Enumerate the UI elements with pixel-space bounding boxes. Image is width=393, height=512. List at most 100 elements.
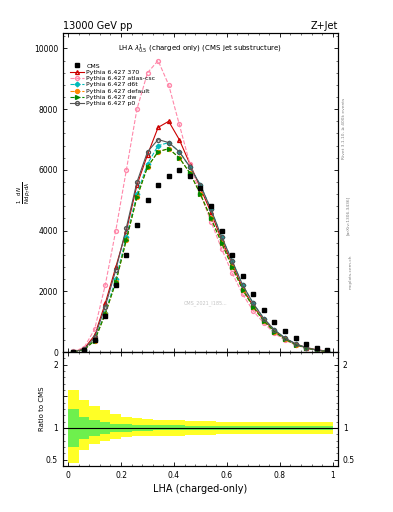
Pythia 6.427 dw [251, 304, 256, 310]
Line: Pythia 6.427 p0: Pythia 6.427 p0 [72, 138, 329, 354]
Pythia 6.427 370 [304, 345, 309, 351]
Pythia 6.427 370 [219, 237, 224, 243]
Pythia 6.427 d6t [166, 139, 171, 145]
Pythia 6.427 370 [103, 301, 108, 307]
Line: Pythia 6.427 atlas-csc: Pythia 6.427 atlas-csc [72, 59, 329, 353]
Pythia 6.427 p0 [124, 225, 129, 231]
Pythia 6.427 d6t [198, 182, 203, 188]
Pythia 6.427 370 [230, 261, 235, 267]
Pythia 6.427 atlas-csc [198, 191, 203, 197]
Pythia 6.427 default [272, 329, 277, 335]
Pythia 6.427 default [314, 347, 319, 353]
Pythia 6.427 d6t [134, 191, 139, 197]
Pythia 6.427 d6t [262, 315, 266, 322]
Pythia 6.427 d6t [325, 348, 330, 354]
Pythia 6.427 dw [198, 191, 203, 197]
Pythia 6.427 dw [283, 336, 287, 343]
Pythia 6.427 370 [293, 341, 298, 347]
X-axis label: LHA (charged-only): LHA (charged-only) [153, 484, 248, 494]
Pythia 6.427 d6t [82, 347, 86, 353]
Text: 13000 GeV pp: 13000 GeV pp [63, 21, 132, 31]
Pythia 6.427 atlas-csc [293, 342, 298, 348]
Pythia 6.427 dw [187, 170, 192, 176]
Pythia 6.427 default [241, 287, 245, 293]
Line: Pythia 6.427 d6t: Pythia 6.427 d6t [72, 141, 329, 353]
Pythia 6.427 370 [134, 182, 139, 188]
Text: mcplots.cern.ch: mcplots.cern.ch [349, 254, 353, 289]
Pythia 6.427 default [187, 170, 192, 176]
Pythia 6.427 p0 [314, 347, 319, 353]
Pythia 6.427 default [251, 304, 256, 310]
Pythia 6.427 default [230, 264, 235, 270]
Y-axis label: $\frac{1}{\mathrm{N}} \frac{\mathrm{d}N}{\mathrm{d}p_T \mathrm{d}\lambda}$: $\frac{1}{\mathrm{N}} \frac{\mathrm{d}N}… [15, 181, 32, 204]
Line: Pythia 6.427 default: Pythia 6.427 default [72, 147, 329, 354]
Pythia 6.427 dw [156, 148, 160, 155]
Pythia 6.427 370 [262, 317, 266, 323]
Pythia 6.427 p0 [92, 334, 97, 340]
Pythia 6.427 atlas-csc [283, 337, 287, 344]
Pythia 6.427 atlas-csc [71, 348, 76, 354]
Pythia 6.427 370 [92, 332, 97, 338]
Line: Pythia 6.427 370: Pythia 6.427 370 [72, 119, 329, 354]
Pythia 6.427 370 [325, 348, 330, 354]
Pythia 6.427 370 [198, 185, 203, 191]
Pythia 6.427 default [325, 348, 330, 354]
Text: CMS_2021_I185...: CMS_2021_I185... [184, 300, 228, 306]
Pythia 6.427 atlas-csc [230, 270, 235, 276]
Pythia 6.427 default [124, 237, 129, 243]
Legend: CMS, Pythia 6.427 370, Pythia 6.427 atlas-csc, Pythia 6.427 d6t, Pythia 6.427 de: CMS, Pythia 6.427 370, Pythia 6.427 atla… [69, 62, 157, 108]
Pythia 6.427 default [293, 342, 298, 348]
Text: LHA $\lambda^1_{0.5}$ (charged only) (CMS jet substructure): LHA $\lambda^1_{0.5}$ (charged only) (CM… [118, 43, 283, 56]
Pythia 6.427 d6t [293, 341, 298, 347]
Pythia 6.427 default [209, 216, 213, 222]
Pythia 6.427 dw [124, 237, 129, 243]
Pythia 6.427 atlas-csc [145, 70, 150, 76]
Pythia 6.427 d6t [251, 301, 256, 307]
Pythia 6.427 dw [209, 216, 213, 222]
Pythia 6.427 atlas-csc [177, 121, 182, 127]
Pythia 6.427 atlas-csc [304, 346, 309, 352]
Pythia 6.427 p0 [283, 335, 287, 341]
Pythia 6.427 p0 [145, 148, 150, 155]
Pythia 6.427 dw [219, 240, 224, 246]
Pythia 6.427 370 [187, 161, 192, 167]
Pythia 6.427 default [304, 345, 309, 351]
Pythia 6.427 default [134, 194, 139, 200]
Pythia 6.427 370 [209, 209, 213, 216]
Text: Rivet 3.1.10, ≥ 400k events: Rivet 3.1.10, ≥ 400k events [342, 97, 346, 159]
Pythia 6.427 d6t [114, 276, 118, 282]
Pythia 6.427 p0 [71, 349, 76, 355]
Pythia 6.427 d6t [314, 347, 319, 353]
Pythia 6.427 d6t [230, 258, 235, 264]
Pythia 6.427 dw [325, 348, 330, 354]
Text: Z+Jet: Z+Jet [310, 21, 338, 31]
Pythia 6.427 default [262, 318, 266, 324]
Pythia 6.427 atlas-csc [103, 282, 108, 288]
Pythia 6.427 p0 [166, 139, 171, 145]
Pythia 6.427 dw [145, 164, 150, 170]
Pythia 6.427 atlas-csc [124, 167, 129, 173]
Pythia 6.427 dw [241, 287, 245, 293]
Pythia 6.427 dw [230, 264, 235, 270]
Pythia 6.427 370 [166, 118, 171, 124]
Pythia 6.427 atlas-csc [209, 219, 213, 225]
Pythia 6.427 370 [114, 264, 118, 270]
Pythia 6.427 370 [156, 124, 160, 131]
Pythia 6.427 dw [166, 145, 171, 152]
Pythia 6.427 370 [82, 346, 86, 352]
Pythia 6.427 370 [145, 152, 150, 158]
Pythia 6.427 d6t [124, 233, 129, 240]
Pythia 6.427 p0 [114, 267, 118, 273]
Pythia 6.427 dw [314, 347, 319, 353]
Pythia 6.427 default [71, 349, 76, 355]
Pythia 6.427 370 [177, 137, 182, 143]
Pythia 6.427 atlas-csc [325, 348, 330, 354]
Pythia 6.427 dw [272, 329, 277, 335]
Pythia 6.427 p0 [293, 341, 298, 347]
Pythia 6.427 d6t [145, 161, 150, 167]
Pythia 6.427 p0 [209, 206, 213, 212]
Pythia 6.427 atlas-csc [82, 345, 86, 351]
Pythia 6.427 default [177, 155, 182, 161]
Pythia 6.427 default [92, 337, 97, 344]
Pythia 6.427 p0 [134, 179, 139, 185]
